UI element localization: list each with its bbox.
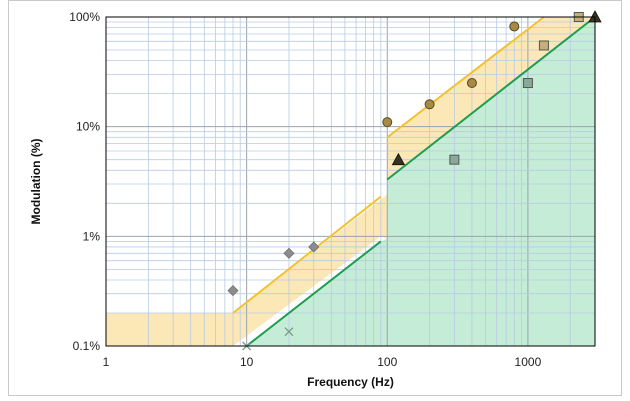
y-tick-label: 10% (76, 120, 100, 134)
x-axis-title: Frequency (Hz) (307, 375, 394, 389)
chart-lines (232, 16, 596, 347)
y-tick-label: 1% (83, 229, 101, 243)
circle-point (424, 99, 435, 110)
x-tick-label: 1 (103, 355, 110, 369)
circle-point (466, 78, 477, 89)
circle-point (382, 117, 393, 128)
diamond-point (283, 247, 295, 259)
chart-grid (105, 17, 596, 347)
y-tick-label: 0.1% (73, 339, 101, 353)
limit-line-0 (232, 195, 382, 314)
chart-regions (106, 17, 595, 346)
limit-line-3 (386, 16, 596, 181)
diamond-point (227, 285, 239, 297)
x-tick-label: 10 (240, 355, 254, 369)
x-tick-label: 1000 (515, 355, 542, 369)
square-point (449, 154, 460, 165)
x-tick-label: 100 (377, 355, 397, 369)
triangle-point (391, 152, 406, 166)
plot-border (105, 16, 596, 347)
limit-line-1 (386, 16, 545, 139)
diamond-point (308, 241, 320, 253)
y-axis-title: Modulation (%) (29, 139, 43, 225)
circle-point (509, 21, 520, 32)
region-1 (246, 17, 595, 346)
region-0 (106, 17, 595, 346)
square-point (538, 40, 549, 51)
chart-tick-labels: 1 10 100 1000 0.1% 1% 10% 100% (69, 10, 541, 369)
x-point (284, 327, 294, 337)
y-tick-label: 100% (69, 10, 100, 24)
square-point (522, 78, 533, 89)
limit-line-2 (245, 240, 382, 347)
